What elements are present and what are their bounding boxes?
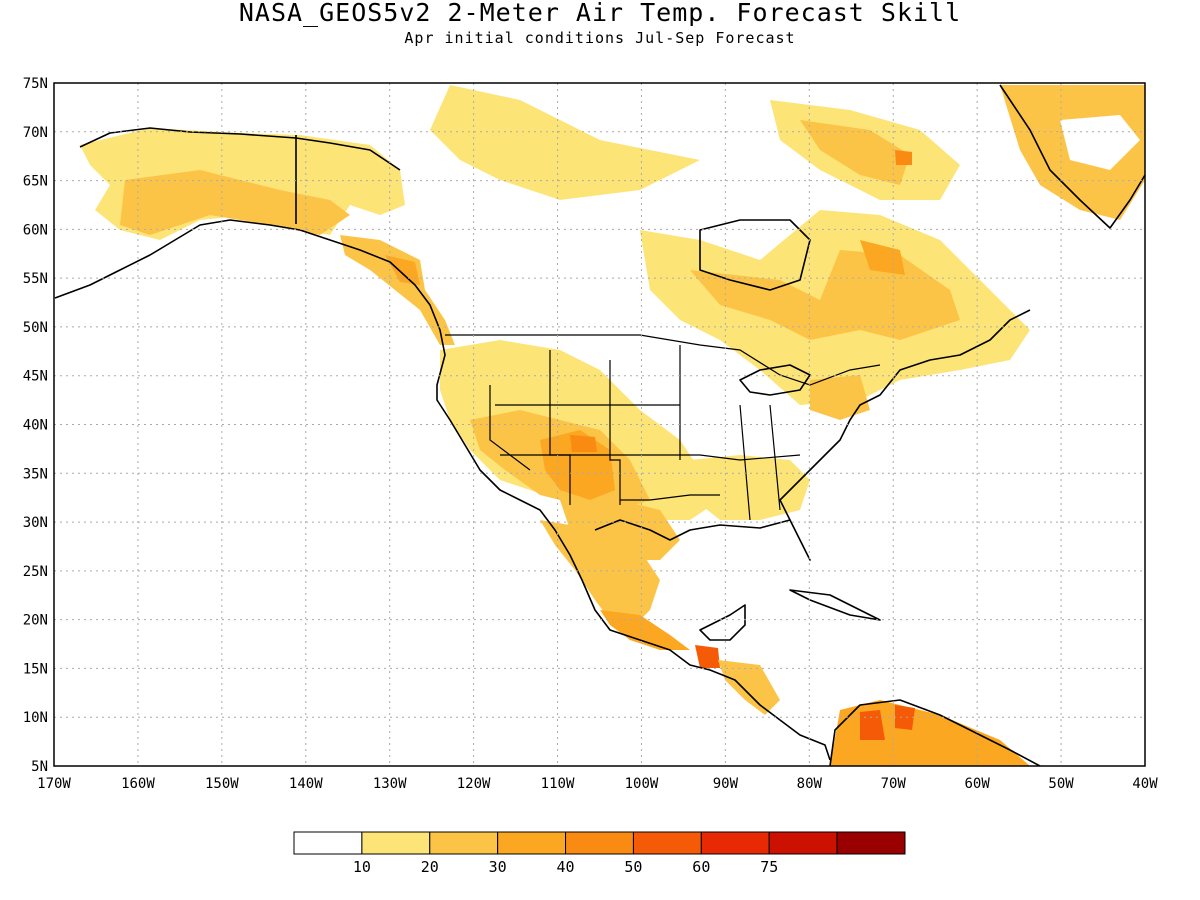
colorbar-swatch [700, 831, 770, 855]
longitude-tick-label: 50W [1048, 776, 1074, 792]
longitude-tick-label: 80W [797, 776, 823, 792]
shading-central-america [718, 660, 780, 715]
skill-shading [80, 85, 1145, 766]
colorbar-label: 30 [489, 858, 507, 876]
latitude-tick-label: 20N [23, 613, 48, 629]
longitude-tick-label: 130W [373, 776, 407, 792]
latitude-tick-label: 15N [23, 661, 48, 677]
longitude-tick-label: 120W [457, 776, 491, 792]
shading-mexico-south [600, 610, 690, 650]
shading-texas [560, 500, 680, 560]
latitude-tick-label: 40N [23, 418, 48, 434]
longitude-axis-labels: 170W 160W 150W 140W 130W 120W 110W 100W 90W 80W 70… [37, 776, 1158, 792]
map-frame [53, 82, 1146, 767]
longitude-tick-label: 170W [37, 776, 71, 792]
coastlines [54, 84, 1145, 766]
shading-bc-coast-hot [385, 255, 420, 285]
latitude-tick-label: 75N [23, 76, 48, 92]
latitude-tick-label: 5N [31, 759, 48, 775]
shading-bc-coast [340, 235, 455, 345]
map-title: NASA_GEOS5v2 2-Meter Air Temp. Forecast … [238, 0, 962, 27]
shading-central-america-hot [695, 645, 720, 668]
colorbar-swatch [429, 831, 499, 855]
colorbar-swatch [497, 831, 567, 855]
longitude-tick-label: 150W [205, 776, 239, 792]
shading-south-america-hot [860, 710, 885, 740]
longitude-tick-label: 90W [713, 776, 739, 792]
colorbar-label: 75 [760, 858, 778, 876]
shading-quebec-hot [860, 240, 905, 275]
colorbar-swatch [836, 831, 906, 855]
longitude-tick-label: 160W [121, 776, 155, 792]
shading-south-america-hot-2 [895, 705, 915, 730]
colorbar-label: 40 [557, 858, 575, 876]
colorbar-label: 50 [624, 858, 642, 876]
shading-baffin-hot [895, 150, 912, 165]
latitude-tick-label: 45N [23, 369, 48, 385]
shading-baffin-orange [800, 120, 910, 185]
colorbar-swatch [768, 831, 838, 855]
latitude-tick-label: 60N [23, 222, 48, 238]
colorbar-swatch [361, 831, 431, 855]
latitude-tick-label: 55N [23, 271, 48, 287]
shading-alaska-orange [120, 170, 350, 235]
colorbar-swatch [632, 831, 702, 855]
map-subtitle: Apr initial conditions Jul-Sep Forecast [404, 29, 796, 47]
graticule [54, 83, 1145, 766]
shading-four-corners-hot [570, 435, 597, 452]
colorbar-label: 10 [353, 858, 371, 876]
political-borders [445, 334, 881, 521]
latitude-tick-label: 35N [23, 466, 48, 482]
longitude-tick-label: 140W [289, 776, 323, 792]
shading-mexico [540, 520, 660, 620]
shading-arctic [430, 85, 700, 200]
shading-ontario-east [810, 375, 870, 420]
latitude-tick-label: 25N [23, 564, 48, 580]
colorbar-swatch [293, 831, 363, 855]
latitude-tick-label: 50N [23, 320, 48, 336]
latitude-axis-labels: 5N 10N 15N 20N 25N 30N 35N 40N 45N 50N 55N 60N 65N 70… [23, 76, 48, 775]
longitude-tick-label: 70W [881, 776, 907, 792]
longitude-tick-label: 40W [1132, 776, 1158, 792]
colorbar-swatch [565, 831, 634, 855]
latitude-tick-label: 10N [23, 710, 48, 726]
longitude-tick-label: 100W [625, 776, 659, 792]
latitude-tick-label: 70N [23, 125, 48, 141]
shading-greenland-white [1060, 115, 1140, 170]
colorbar: 10 20 30 40 50 60 75 [293, 831, 906, 876]
longitude-tick-label: 60W [965, 776, 991, 792]
longitude-tick-label: 110W [541, 776, 575, 792]
latitude-tick-label: 65N [23, 174, 48, 190]
colorbar-label: 20 [421, 858, 439, 876]
latitude-tick-label: 30N [23, 515, 48, 531]
colorbar-label: 60 [692, 858, 710, 876]
